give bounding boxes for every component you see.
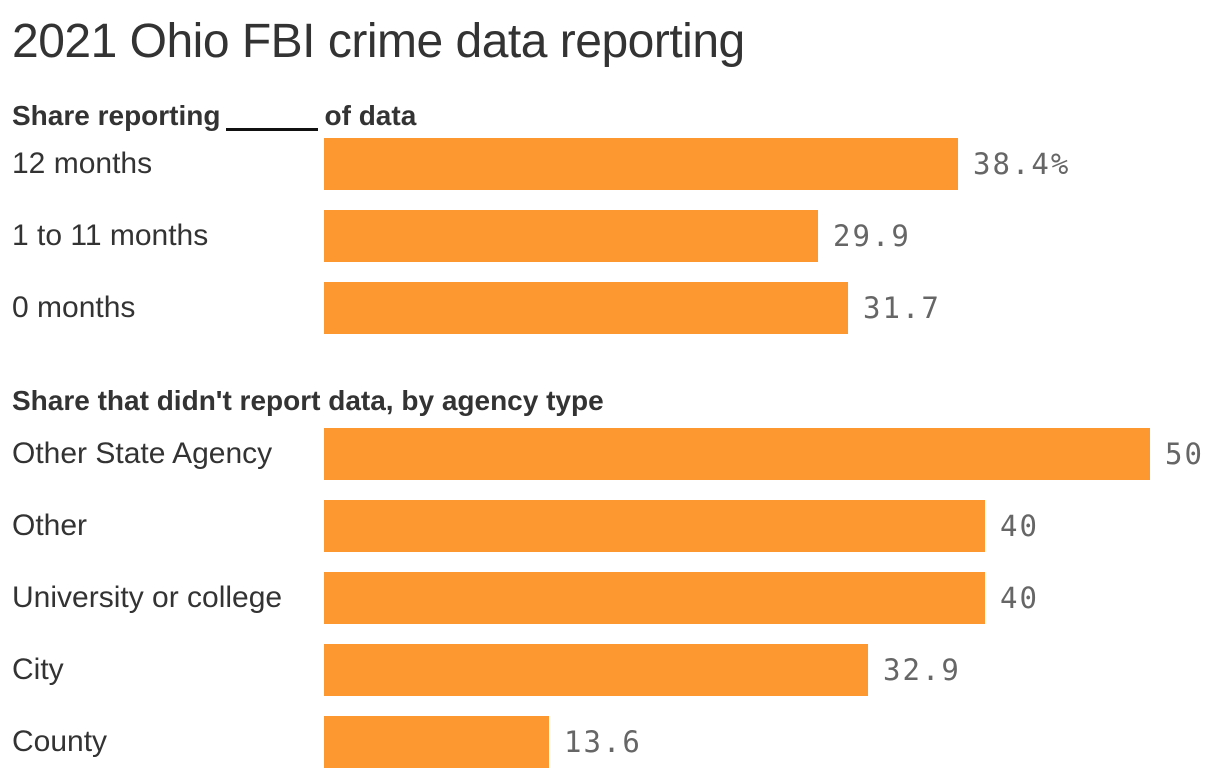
bar [324, 644, 868, 696]
bar [324, 282, 848, 334]
bar [324, 716, 549, 768]
chart-title: 2021 Ohio FBI crime data reporting [12, 15, 745, 68]
value-label: 40 [1000, 581, 1039, 615]
category-label: 12 months [12, 147, 153, 180]
bar-row: University or college 40 [0, 572, 1220, 624]
section-2-subtitle: Share that didn't report data, by agency… [12, 385, 604, 416]
value-label: 50 [1165, 437, 1204, 471]
bar-row: 1 to 11 months 29.9 [0, 210, 1220, 262]
category-label: County [12, 725, 108, 758]
value-label: 38.4% [973, 147, 1071, 181]
value-label: 40 [1000, 509, 1039, 543]
bar [324, 572, 985, 624]
category-label: 1 to 11 months [12, 219, 209, 252]
bar-row: Other State Agency 50 [0, 428, 1220, 480]
category-label: 0 months [12, 291, 136, 324]
category-label: Other [12, 509, 88, 542]
category-label: University or college [12, 581, 283, 614]
value-label: 31.7 [863, 291, 941, 325]
category-label: Other State Agency [12, 437, 273, 470]
bar-row: 0 months 31.7 [0, 282, 1220, 334]
blank-underline [226, 100, 319, 131]
bar-row: County 13.6 [0, 716, 1220, 768]
value-label: 29.9 [833, 219, 911, 253]
bar [324, 428, 1150, 480]
bar [324, 210, 818, 262]
section-1-subtitle-before: Share reporting [12, 100, 221, 131]
value-label: 32.9 [883, 653, 961, 687]
bar-row: Other 40 [0, 500, 1220, 552]
bar-row: City 32.9 [0, 644, 1220, 696]
bar-row: 12 months 38.4% [0, 138, 1220, 190]
bar [324, 138, 958, 190]
section-1-subtitle: Share reporting of data [12, 94, 416, 133]
section-1-subtitle-after: of data [324, 100, 417, 131]
value-label: 13.6 [564, 725, 642, 759]
category-label: City [12, 653, 64, 686]
bar [324, 500, 985, 552]
